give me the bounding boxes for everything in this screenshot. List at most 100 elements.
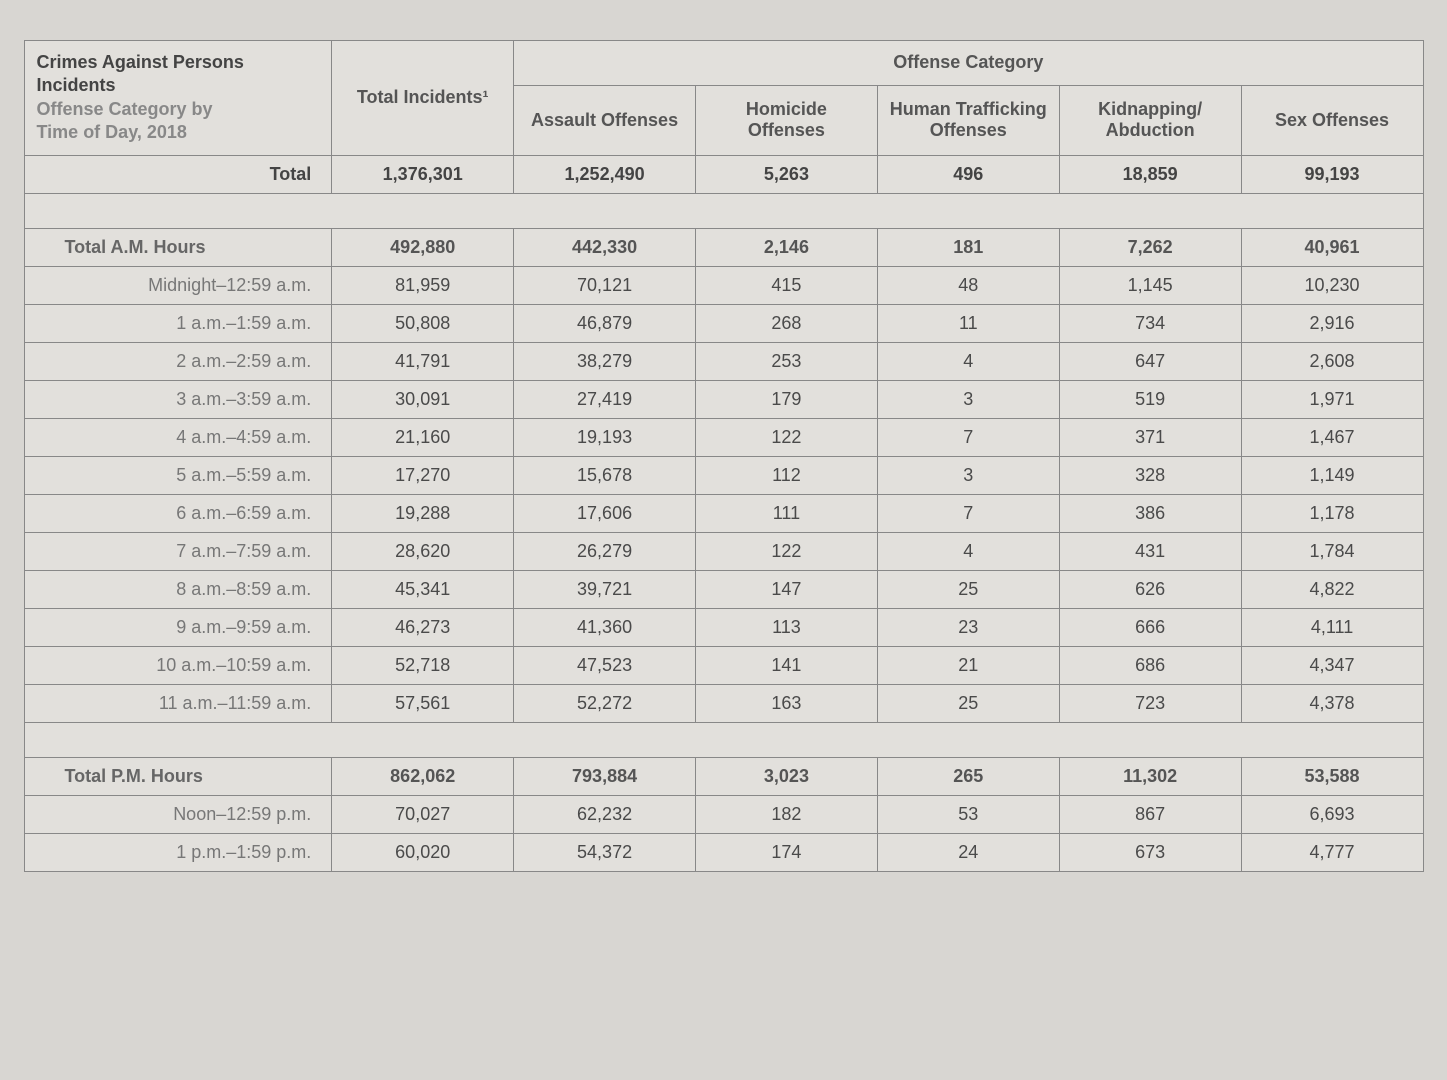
data-cell: 793,884 — [514, 757, 696, 795]
data-cell: 10,230 — [1241, 266, 1423, 304]
col-header-assault: Assault Offenses — [514, 85, 696, 155]
data-cell: 3,023 — [696, 757, 878, 795]
row-label-am-hour: 1 a.m.–1:59 a.m. — [24, 304, 332, 342]
data-cell: 862,062 — [332, 757, 514, 795]
title-line-3: Offense Category by — [37, 98, 320, 121]
data-cell: 371 — [1059, 418, 1241, 456]
data-cell: 723 — [1059, 684, 1241, 722]
data-cell: 45,341 — [332, 570, 514, 608]
data-cell: 53,588 — [1241, 757, 1423, 795]
data-cell: 4,378 — [1241, 684, 1423, 722]
data-cell: 265 — [877, 757, 1059, 795]
table-row: Midnight–12:59 a.m.81,95970,121415481,14… — [24, 266, 1423, 304]
crime-stats-table: Crimes Against Persons Incidents Offense… — [24, 40, 1424, 872]
data-cell: 21,160 — [332, 418, 514, 456]
data-cell: 48 — [877, 266, 1059, 304]
data-cell: 1,149 — [1241, 456, 1423, 494]
data-cell: 7,262 — [1059, 228, 1241, 266]
table-row: 2 a.m.–2:59 a.m.41,79138,27925346472,608 — [24, 342, 1423, 380]
data-cell: 41,791 — [332, 342, 514, 380]
row-label-am-hour: 4 a.m.–4:59 a.m. — [24, 418, 332, 456]
row-label-am-hour: 2 a.m.–2:59 a.m. — [24, 342, 332, 380]
data-cell: 52,718 — [332, 646, 514, 684]
row-label-am-total: Total A.M. Hours — [24, 228, 332, 266]
data-cell: 122 — [696, 418, 878, 456]
data-cell: 26,279 — [514, 532, 696, 570]
data-cell: 181 — [877, 228, 1059, 266]
data-cell: 4,822 — [1241, 570, 1423, 608]
table-title-cell: Crimes Against Persons Incidents Offense… — [24, 41, 332, 156]
row-label-pm-hour: Noon–12:59 p.m. — [24, 795, 332, 833]
data-cell: 5,263 — [696, 155, 878, 193]
table-row: 10 a.m.–10:59 a.m.52,71847,523141216864,… — [24, 646, 1423, 684]
table-row: Noon–12:59 p.m.70,02762,232182538676,693 — [24, 795, 1423, 833]
data-cell: 41,360 — [514, 608, 696, 646]
data-cell: 2,146 — [696, 228, 878, 266]
data-cell: 19,193 — [514, 418, 696, 456]
data-cell: 647 — [1059, 342, 1241, 380]
data-cell: 1,784 — [1241, 532, 1423, 570]
data-cell: 70,121 — [514, 266, 696, 304]
data-cell: 174 — [696, 833, 878, 871]
data-cell: 11 — [877, 304, 1059, 342]
table-row: 7 a.m.–7:59 a.m.28,62026,27912244311,784 — [24, 532, 1423, 570]
data-cell: 17,606 — [514, 494, 696, 532]
data-cell: 81,959 — [332, 266, 514, 304]
data-cell: 21 — [877, 646, 1059, 684]
table-row: Total1,376,3011,252,4905,26349618,85999,… — [24, 155, 1423, 193]
data-cell: 18,859 — [1059, 155, 1241, 193]
row-label-am-hour: 5 a.m.–5:59 a.m. — [24, 456, 332, 494]
data-cell: 328 — [1059, 456, 1241, 494]
table-row: 5 a.m.–5:59 a.m.17,27015,67811233281,149 — [24, 456, 1423, 494]
data-cell: 4 — [877, 342, 1059, 380]
spacer-row — [24, 722, 1423, 757]
data-cell: 62,232 — [514, 795, 696, 833]
data-cell: 99,193 — [1241, 155, 1423, 193]
data-cell: 112 — [696, 456, 878, 494]
data-cell: 147 — [696, 570, 878, 608]
data-cell: 386 — [1059, 494, 1241, 532]
row-label-pm-total: Total P.M. Hours — [24, 757, 332, 795]
row-label-am-hour: 6 a.m.–6:59 a.m. — [24, 494, 332, 532]
row-label-grand-total: Total — [24, 155, 332, 193]
row-label-am-hour: 8 a.m.–8:59 a.m. — [24, 570, 332, 608]
data-cell: 1,252,490 — [514, 155, 696, 193]
data-cell: 122 — [696, 532, 878, 570]
data-cell: 15,678 — [514, 456, 696, 494]
data-cell: 23 — [877, 608, 1059, 646]
col-header-kidnapping: Kidnapping/ Abduction — [1059, 85, 1241, 155]
data-cell: 673 — [1059, 833, 1241, 871]
table-row: 4 a.m.–4:59 a.m.21,16019,19312273711,467 — [24, 418, 1423, 456]
data-cell: 1,178 — [1241, 494, 1423, 532]
data-cell: 4,347 — [1241, 646, 1423, 684]
data-cell: 1,971 — [1241, 380, 1423, 418]
data-cell: 2,608 — [1241, 342, 1423, 380]
data-cell: 415 — [696, 266, 878, 304]
table-row: 1 a.m.–1:59 a.m.50,80846,879268117342,91… — [24, 304, 1423, 342]
data-cell: 626 — [1059, 570, 1241, 608]
row-label-am-hour: 11 a.m.–11:59 a.m. — [24, 684, 332, 722]
data-cell: 867 — [1059, 795, 1241, 833]
row-label-am-hour: Midnight–12:59 a.m. — [24, 266, 332, 304]
data-cell: 1,145 — [1059, 266, 1241, 304]
row-label-am-hour: 10 a.m.–10:59 a.m. — [24, 646, 332, 684]
data-cell: 40,961 — [1241, 228, 1423, 266]
data-cell: 28,620 — [332, 532, 514, 570]
data-cell: 60,020 — [332, 833, 514, 871]
table-row: 1 p.m.–1:59 p.m.60,02054,372174246734,77… — [24, 833, 1423, 871]
title-line-2: Incidents — [37, 74, 320, 97]
data-cell: 50,808 — [332, 304, 514, 342]
data-cell: 4,777 — [1241, 833, 1423, 871]
table-row: Total A.M. Hours492,880442,3302,1461817,… — [24, 228, 1423, 266]
data-cell: 53 — [877, 795, 1059, 833]
data-cell: 11,302 — [1059, 757, 1241, 795]
row-label-pm-hour: 1 p.m.–1:59 p.m. — [24, 833, 332, 871]
data-cell: 492,880 — [332, 228, 514, 266]
data-cell: 7 — [877, 418, 1059, 456]
data-cell: 52,272 — [514, 684, 696, 722]
data-cell: 179 — [696, 380, 878, 418]
data-cell: 6,693 — [1241, 795, 1423, 833]
data-cell: 46,273 — [332, 608, 514, 646]
data-cell: 46,879 — [514, 304, 696, 342]
table-row: 8 a.m.–8:59 a.m.45,34139,721147256264,82… — [24, 570, 1423, 608]
